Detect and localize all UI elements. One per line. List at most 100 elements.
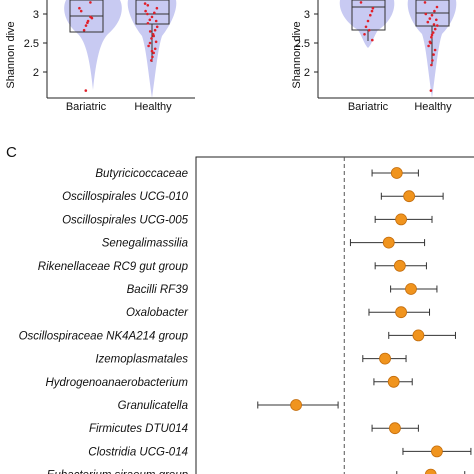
- jitter-point: [426, 20, 430, 24]
- jitter-point: [359, 1, 363, 4]
- jitter-point: [364, 25, 368, 29]
- jitter-point: [82, 28, 86, 32]
- estimate-point: [395, 306, 408, 319]
- jitter-point: [432, 53, 435, 56]
- jitter-point: [143, 2, 147, 5]
- panel-label: C: [6, 144, 17, 161]
- jitter-point: [150, 59, 153, 62]
- jitter-point: [153, 11, 156, 15]
- jitter-point: [371, 6, 375, 10]
- jitter-point: [155, 25, 159, 29]
- y-tick-label: 2.5: [295, 38, 310, 50]
- jitter-point: [146, 22, 150, 25]
- jitter-point: [154, 40, 158, 44]
- jitter-point: [150, 37, 153, 40]
- jitter-point: [148, 41, 152, 45]
- jitter-point: [152, 51, 155, 55]
- estimate-point: [290, 399, 302, 411]
- jitter-point: [148, 18, 152, 22]
- jitter-point: [150, 49, 154, 53]
- violin-panel-left: Shannon dive 3 2.5 2 Bariatric Healthy: [5, 0, 195, 113]
- y-tick-label: 3: [33, 9, 39, 21]
- taxon-label: Oscillospirales UCG-010: [62, 191, 189, 203]
- estimate-point: [390, 167, 403, 179]
- jitter-point: [154, 19, 158, 23]
- taxon-label: Granulicatella: [118, 400, 188, 412]
- jitter-point: [366, 19, 370, 23]
- jitter-point: [363, 33, 366, 36]
- taxon-label: Izemoplasmatales: [95, 354, 188, 366]
- y-tick-label: 2: [304, 67, 310, 79]
- y-axis-label: Shannon dive: [5, 21, 17, 88]
- jitter-point: [369, 13, 372, 17]
- jitter-point: [435, 18, 438, 22]
- jitter-point: [431, 31, 435, 34]
- jitter-point: [151, 55, 154, 59]
- jitter-point: [427, 44, 430, 48]
- taxon-label: Clostridia UCG-014: [88, 446, 188, 458]
- estimate-point: [379, 352, 391, 365]
- forest-marks: [257, 167, 472, 474]
- jitter-point: [431, 59, 434, 62]
- jitter-point: [436, 24, 439, 27]
- estimate-point: [412, 329, 425, 342]
- jitter-point: [435, 5, 439, 9]
- taxon-label: Oscillospiraceae NK4A214 group: [19, 330, 189, 342]
- x-tick-label: Healthy: [134, 101, 172, 113]
- y-tick-label: 2: [33, 67, 39, 79]
- jitter-point: [153, 47, 157, 51]
- taxon-labels: Butyricicoccaceae Oscillospirales UCG-010…: [19, 168, 190, 474]
- taxon-label: Senegalimassilia: [102, 238, 188, 250]
- estimate-point: [431, 445, 443, 458]
- jitter-point: [150, 15, 154, 19]
- y-tick-label: 3: [304, 9, 310, 21]
- jitter-point: [367, 28, 371, 32]
- jitter-point: [430, 33, 434, 37]
- jitter-point: [430, 63, 433, 67]
- taxon-label: Rikenellaceae RC9 gut group: [38, 261, 189, 273]
- jitter-point: [371, 38, 374, 42]
- jitter-point: [428, 17, 432, 20]
- estimate-point: [424, 468, 437, 474]
- estimate-point: [405, 283, 417, 295]
- estimate-point: [389, 422, 401, 435]
- taxon-label: Firmicutes DTU014: [89, 423, 188, 435]
- jitter-point: [433, 27, 437, 31]
- jitter-point: [430, 35, 433, 39]
- y-tick-label: 2.5: [24, 38, 39, 50]
- jitter-point: [146, 4, 150, 7]
- jitter-point: [152, 34, 155, 38]
- jitter-point: [144, 9, 147, 13]
- forest-plot-frame: [195, 156, 474, 474]
- estimate-point: [393, 259, 406, 272]
- jitter-point: [84, 24, 88, 27]
- jitter-point: [370, 9, 374, 13]
- jitter-point: [423, 1, 427, 4]
- forest-plot-panel: C Butyricicoccaceae Oscillospirales UCG-0…: [6, 144, 474, 474]
- estimate-point: [403, 190, 416, 203]
- jitter-point: [89, 1, 92, 4]
- jitter-point: [429, 89, 433, 92]
- jitter-point: [432, 23, 436, 26]
- jitter-point: [146, 12, 149, 16]
- x-tick-label: Bariatric: [348, 101, 389, 113]
- jitter-point: [84, 89, 88, 92]
- taxon-label: Oscillospirales UCG-005: [62, 214, 189, 226]
- jitter-point: [86, 21, 89, 25]
- jitter-point: [79, 9, 83, 13]
- taxon-label: Butyricicoccaceae: [95, 168, 188, 180]
- violin-bariatric: [64, 0, 122, 90]
- jitter-points-left: [78, 1, 159, 92]
- x-tick-label: Healthy: [414, 101, 452, 113]
- y-axis-label: Shannon dive: [291, 21, 303, 88]
- jitter-point: [90, 16, 94, 20]
- taxon-label: Oxalobacter: [126, 307, 189, 319]
- jitter-point: [148, 30, 152, 33]
- taxon-label: Bacilli RF39: [127, 284, 189, 296]
- violin-panel-right: Shannon dive 3 2.5 2 Bariatric Healthy: [291, 0, 474, 113]
- taxon-label: Eubacterium siraeum group: [47, 470, 189, 474]
- violin-bariatric: [339, 0, 395, 48]
- estimate-point: [382, 236, 395, 249]
- jitter-point: [433, 9, 436, 13]
